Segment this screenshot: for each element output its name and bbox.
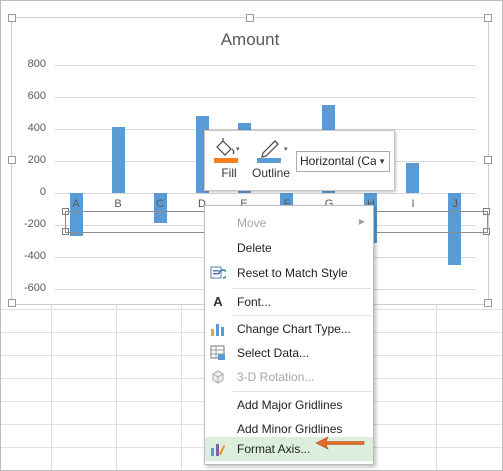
mini-toolbar: ▾ Fill ▾ Outline Horizontal (Cat ▼ xyxy=(204,130,395,191)
menu-item-label: Format Axis... xyxy=(237,442,311,456)
y-tick-label: -400 xyxy=(23,250,46,262)
chart-resize-handle[interactable] xyxy=(484,156,492,164)
chart-resize-handle[interactable] xyxy=(484,299,492,307)
chart-resize-handle[interactable] xyxy=(8,299,16,307)
x-tick-label: A xyxy=(72,198,80,210)
menu-item-3d-rotation[interactable]: 3-D Rotation... xyxy=(205,365,373,389)
sheet-col-line xyxy=(116,301,117,470)
context-menu: Move ▶ Delete Reset to Match Style A Fon… xyxy=(204,205,374,465)
dropdown-arrow-icon: ▾ xyxy=(236,146,240,153)
sheet-col-line xyxy=(181,301,182,470)
menu-item-label: 3-D Rotation... xyxy=(237,370,315,384)
menu-item-label: Add Major Gridlines xyxy=(237,398,343,412)
outline-button[interactable]: ▾ Outline xyxy=(251,135,291,186)
chart-title[interactable]: Amount xyxy=(220,30,280,49)
menu-item-format-axis[interactable]: Format Axis... xyxy=(205,437,373,461)
menu-item-delete[interactable]: Delete xyxy=(205,236,373,260)
x-tick-label: E xyxy=(240,198,248,210)
x-tick-label: F xyxy=(283,198,291,210)
x-tick-label: B xyxy=(114,198,122,210)
y-tick-label: 800 xyxy=(27,58,46,70)
y-tick-label: -200 xyxy=(23,218,46,230)
outline-label: Outline xyxy=(251,166,291,180)
menu-item-label: Reset to Match Style xyxy=(237,266,348,280)
x-tick-label: I xyxy=(411,198,415,210)
menu-item-label: Select Data... xyxy=(237,346,310,360)
font-icon: A xyxy=(213,294,223,309)
pen-outline-icon xyxy=(257,140,281,163)
chart-resize-handle[interactable] xyxy=(484,14,492,22)
chart-bar[interactable] xyxy=(154,193,167,223)
menu-item-label: Add Minor Gridlines xyxy=(237,422,343,436)
x-tick-label: C xyxy=(156,198,164,210)
y-tick-label: -600 xyxy=(23,282,46,294)
y-tick-label: 600 xyxy=(27,90,46,102)
menu-separator xyxy=(233,288,371,289)
menu-item-label: Font... xyxy=(237,295,272,309)
submenu-arrow-icon: ▶ xyxy=(358,217,365,226)
menu-separator xyxy=(233,391,371,392)
reset-style-icon xyxy=(210,266,226,279)
select-data-icon xyxy=(210,345,225,360)
y-tick-label: 200 xyxy=(27,154,46,166)
menu-item-move[interactable]: Move ▶ xyxy=(205,211,373,235)
chart-element-selector-value: Horizontal (Cat xyxy=(300,154,376,168)
x-tick-label: J xyxy=(452,198,458,210)
sheet-col-line xyxy=(51,301,52,470)
gridline xyxy=(55,129,476,130)
x-tick-label: D xyxy=(198,198,206,210)
gridline xyxy=(55,65,476,66)
chart-element-selector[interactable]: Horizontal (Cat ▼ xyxy=(296,151,390,172)
sheet-col-line xyxy=(436,301,437,470)
chart-type-icon xyxy=(211,324,224,336)
fill-button[interactable]: ▾ Fill xyxy=(211,135,247,186)
menu-item-reset-to-match-style[interactable]: Reset to Match Style xyxy=(205,261,373,285)
menu-separator xyxy=(233,315,371,316)
menu-item-add-minor-gridlines[interactable]: Add Minor Gridlines xyxy=(205,417,373,441)
chart-resize-handle[interactable] xyxy=(246,14,254,22)
y-tick-label: 0 xyxy=(39,186,46,198)
gridline xyxy=(55,97,476,98)
y-tick-label: 400 xyxy=(27,122,46,134)
x-tick-label: H xyxy=(367,198,375,210)
format-axis-icon xyxy=(211,444,225,456)
paint-bucket-icon xyxy=(214,138,238,163)
menu-item-change-chart-type[interactable]: Change Chart Type... xyxy=(205,317,373,341)
menu-item-font[interactable]: A Font... xyxy=(205,290,373,314)
menu-item-add-major-gridlines[interactable]: Add Major Gridlines xyxy=(205,393,373,417)
x-tick-label: G xyxy=(324,198,334,210)
annotation-arrow-icon xyxy=(315,436,365,450)
chart-bar[interactable] xyxy=(70,193,83,236)
chart-resize-handle[interactable] xyxy=(8,156,16,164)
menu-item-select-data[interactable]: Select Data... xyxy=(205,341,373,365)
menu-item-label: Delete xyxy=(237,241,272,255)
axis-selection-handle[interactable] xyxy=(483,228,490,235)
chart-bar[interactable] xyxy=(112,127,125,193)
fill-label: Fill xyxy=(221,166,237,180)
chart-bar[interactable] xyxy=(280,193,293,206)
chart-resize-handle[interactable] xyxy=(8,14,16,22)
menu-item-label: Change Chart Type... xyxy=(237,322,351,336)
dropdown-arrow-icon: ▾ xyxy=(284,146,288,153)
gridline xyxy=(55,193,476,194)
chart-bar[interactable] xyxy=(406,163,419,193)
rotation-icon xyxy=(212,370,224,384)
chevron-down-icon: ▼ xyxy=(378,157,386,166)
menu-item-label: Move xyxy=(237,216,267,230)
